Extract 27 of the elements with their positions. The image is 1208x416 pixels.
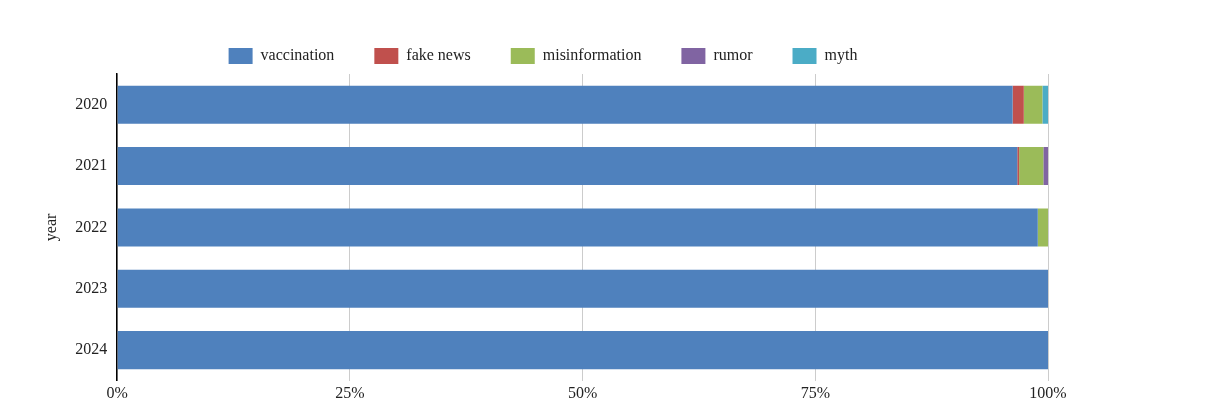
y-tick-label: 2021 bbox=[75, 156, 108, 174]
legend-label: fake news bbox=[406, 46, 471, 64]
bar bbox=[117, 85, 1013, 124]
bar bbox=[1019, 147, 1044, 186]
bar bbox=[1023, 85, 1043, 124]
x-tick-label: 75% bbox=[800, 383, 830, 401]
bar bbox=[117, 147, 1018, 186]
legend-label: rumor bbox=[713, 46, 754, 64]
y-axis-title: year bbox=[41, 212, 60, 242]
legend-label: misinformation bbox=[542, 46, 642, 64]
legend-label: vaccination bbox=[260, 46, 335, 64]
y-tick-label: 2022 bbox=[75, 217, 108, 235]
bar bbox=[117, 208, 1038, 247]
y-tick-label: 2024 bbox=[75, 340, 108, 358]
x-tick-label: 50% bbox=[567, 383, 598, 401]
x-tick-label: 25% bbox=[335, 383, 365, 401]
y-tick-label: 2023 bbox=[75, 278, 108, 296]
bar bbox=[1042, 85, 1048, 124]
legend-label: myth bbox=[824, 46, 858, 65]
bar bbox=[117, 269, 1048, 308]
bar bbox=[1043, 147, 1048, 186]
bar bbox=[1012, 85, 1024, 124]
x-tick-label: 100% bbox=[1029, 383, 1067, 401]
x-tick-label: 0% bbox=[106, 383, 128, 401]
bar bbox=[1037, 208, 1048, 247]
bar bbox=[117, 331, 1048, 370]
y-tick-label: 2020 bbox=[75, 94, 108, 112]
